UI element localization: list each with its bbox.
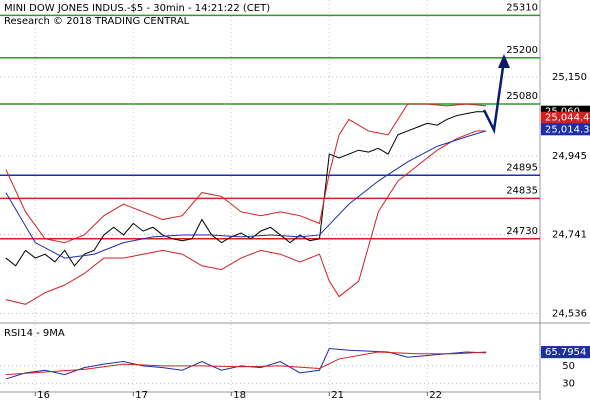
- series-line: [5, 111, 487, 267]
- price-box-label: 25,014.3: [545, 124, 590, 135]
- chart-title: MINI DOW JONES INDUS.-$5 - 30min - 14:21…: [4, 3, 270, 14]
- level-label: 24835: [506, 185, 538, 196]
- price-box-label: 65.7954: [545, 347, 586, 358]
- level-label: 25310: [506, 2, 538, 13]
- x-tick-label: 17: [135, 390, 148, 400]
- rsi-title: RSI14 - 9MA: [4, 328, 65, 339]
- series-line: [5, 130, 487, 259]
- forecast-arrow: [482, 59, 506, 135]
- level-label: 24895: [506, 162, 538, 173]
- y-tick-label: 50: [562, 361, 575, 372]
- arrow-head: [498, 54, 510, 68]
- price-box: 25,014.3: [541, 123, 590, 136]
- price-box-label: 25,044.4: [545, 113, 590, 124]
- x-tick-label: 21: [331, 390, 344, 400]
- price-box: 65.7954: [541, 346, 590, 359]
- level-label: 25200: [506, 45, 538, 56]
- x-tick-label: 22: [429, 390, 442, 400]
- y-tick-label: 30: [562, 378, 575, 389]
- series-line: [5, 103, 487, 244]
- series-line: [5, 130, 487, 305]
- y-tick-label: 24,945: [552, 151, 587, 162]
- price-box-bg: [541, 111, 590, 124]
- price-box-bg: [541, 123, 590, 136]
- x-tick-label: 18: [233, 390, 246, 400]
- level-label: 25080: [506, 91, 538, 102]
- x-tick-label: 16: [37, 390, 50, 400]
- series-line: [5, 351, 487, 376]
- y-tick-label: 25,150: [552, 72, 587, 83]
- price-box-bg: [541, 346, 590, 359]
- price-box: 25,044.4: [541, 111, 590, 124]
- level-label: 24730: [506, 226, 538, 237]
- chart-subtitle: Research © 2018 TRADING CENTRAL: [4, 16, 190, 27]
- y-tick-label: 24,741: [552, 230, 587, 241]
- y-tick-label: 24,536: [552, 309, 587, 320]
